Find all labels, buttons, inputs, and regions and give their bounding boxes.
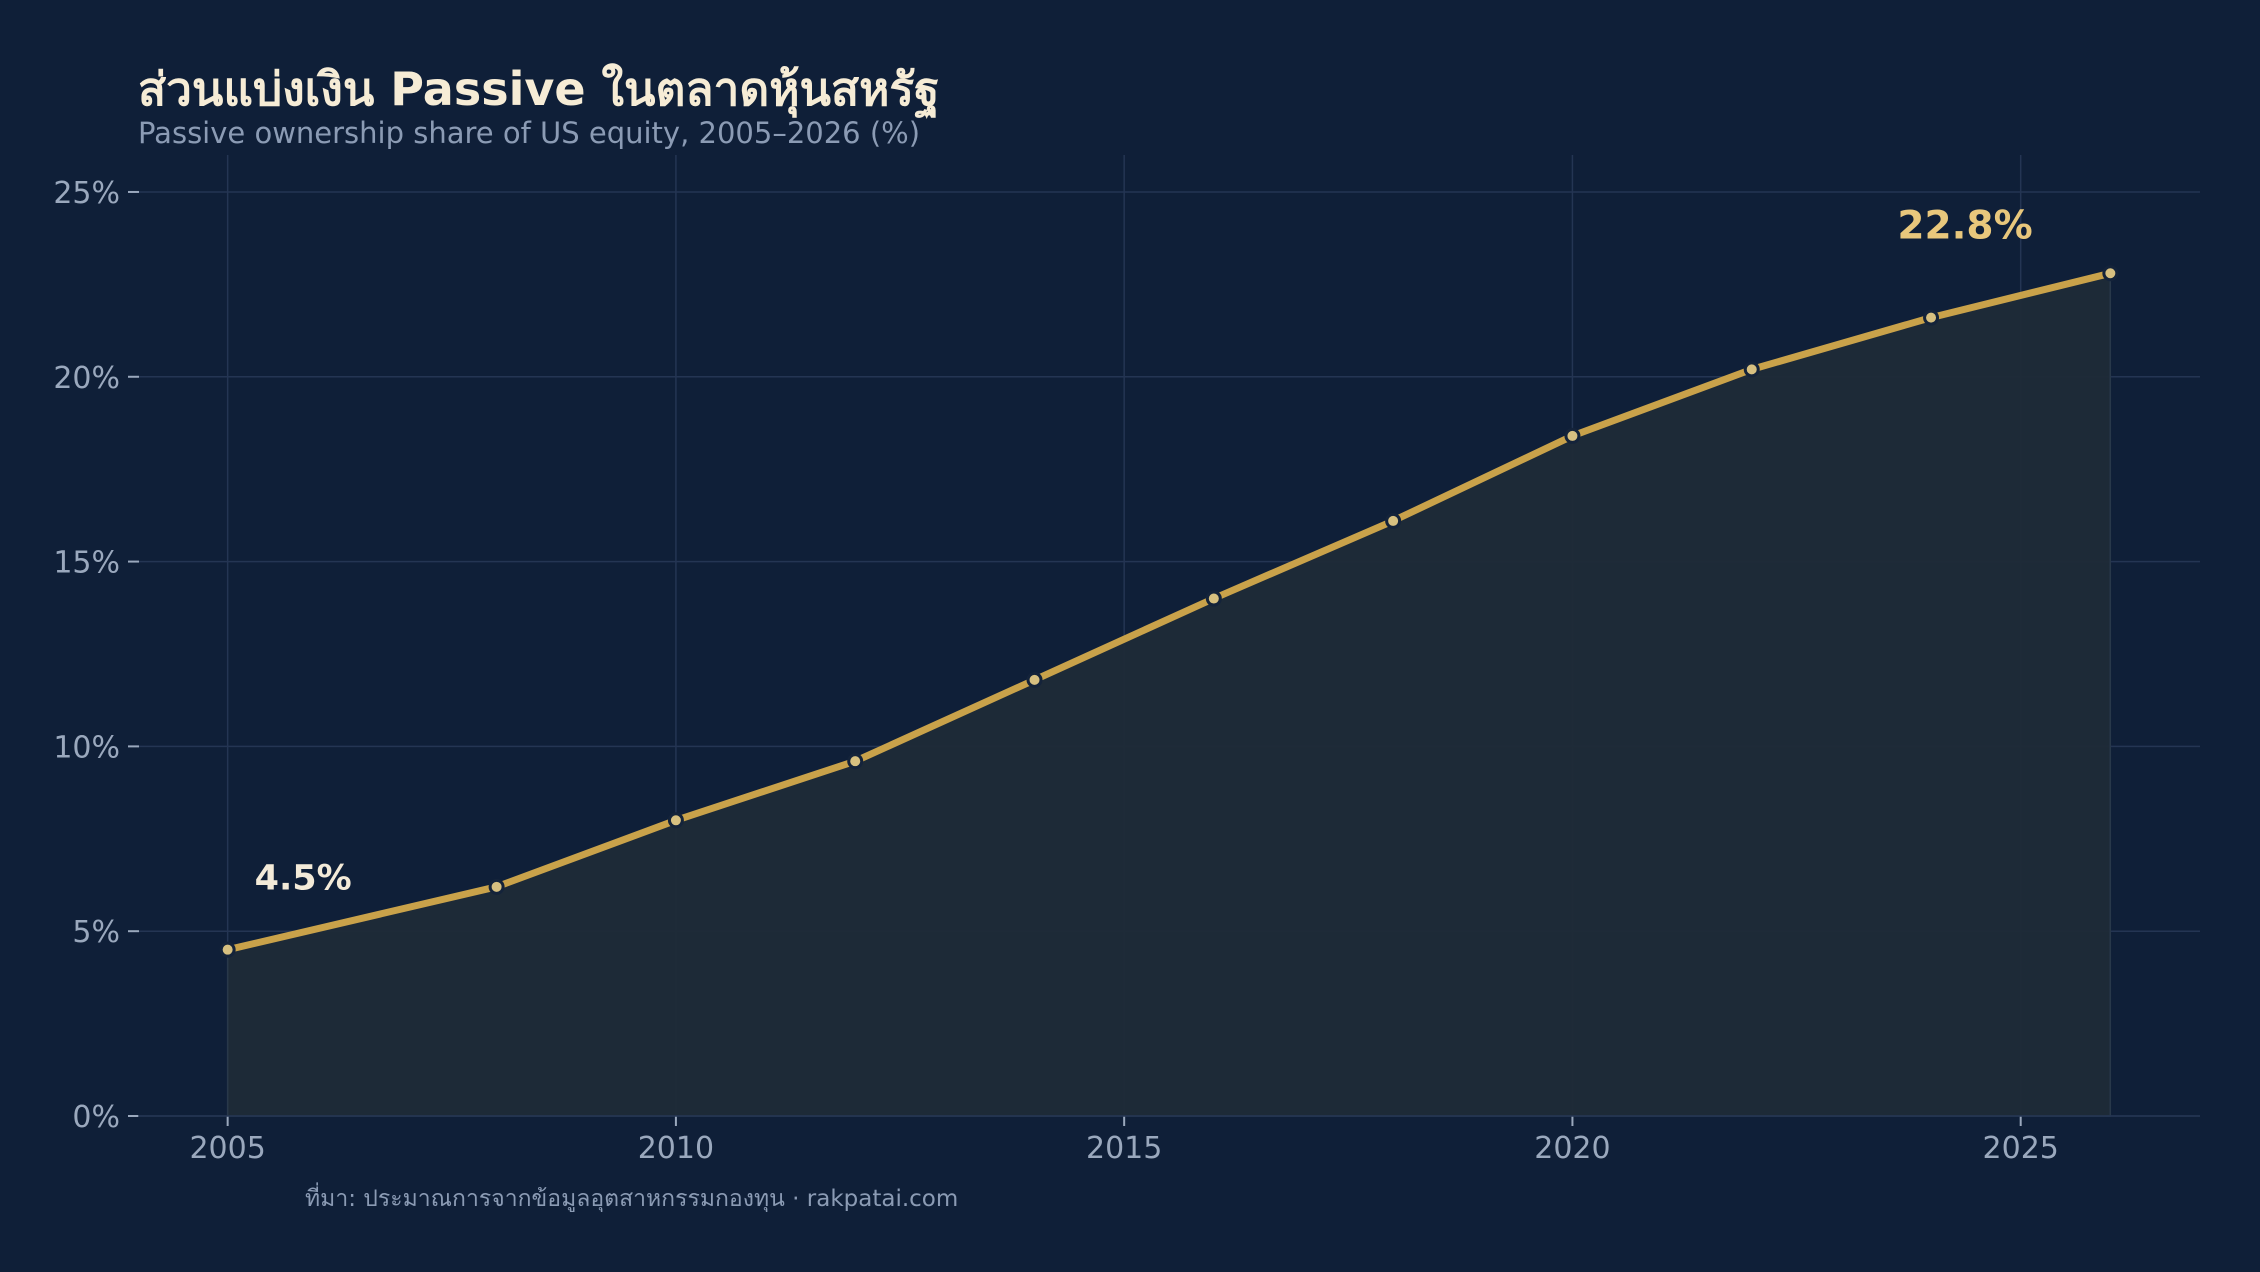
x-tick-label: 2025 [1983, 1131, 2059, 1166]
annotations: 4.5% 22.8% [255, 203, 2033, 898]
annotation-end-value: 22.8% [1897, 203, 2032, 248]
data-point [1205, 590, 1222, 607]
data-point [488, 878, 505, 895]
data-point [847, 753, 864, 770]
data-point [2102, 265, 2119, 282]
data-point [667, 812, 684, 829]
x-tick-label: 2020 [1534, 1131, 1610, 1166]
y-tick-label: 0% [72, 1100, 120, 1135]
y-tick-label: 20% [53, 361, 120, 396]
y-tick-label: 15% [53, 546, 120, 581]
x-tick-label: 2015 [1086, 1131, 1162, 1166]
y-tick-label: 10% [53, 730, 120, 765]
data-point [1385, 512, 1402, 529]
chart-title: ส่วนแบ่งเงิน Passive ในตลาดหุ้นสหรัฐ [138, 62, 939, 119]
data-point [1743, 361, 1760, 378]
axes: 0% 5% 10% 15% 20% 25% 2005 2010 2015 2020 2025 [53, 176, 2200, 1166]
source-note: ที่มา: ประมาณการจากข้อมูลอุตสาหกรรมกองทุ… [305, 1182, 958, 1212]
point-markers [219, 265, 2119, 958]
y-tick-label: 25% [53, 176, 120, 211]
annotation-start-value: 4.5% [255, 859, 352, 899]
data-point [1026, 671, 1043, 688]
data-point [1923, 309, 1940, 326]
x-tick-label: 2010 [638, 1131, 714, 1166]
y-tick-label: 5% [72, 915, 120, 950]
data-point [219, 941, 236, 958]
x-tick-label: 2005 [189, 1131, 265, 1166]
chart-subtitle: Passive ownership share of US equity, 20… [138, 116, 920, 150]
data-point [1564, 427, 1581, 444]
